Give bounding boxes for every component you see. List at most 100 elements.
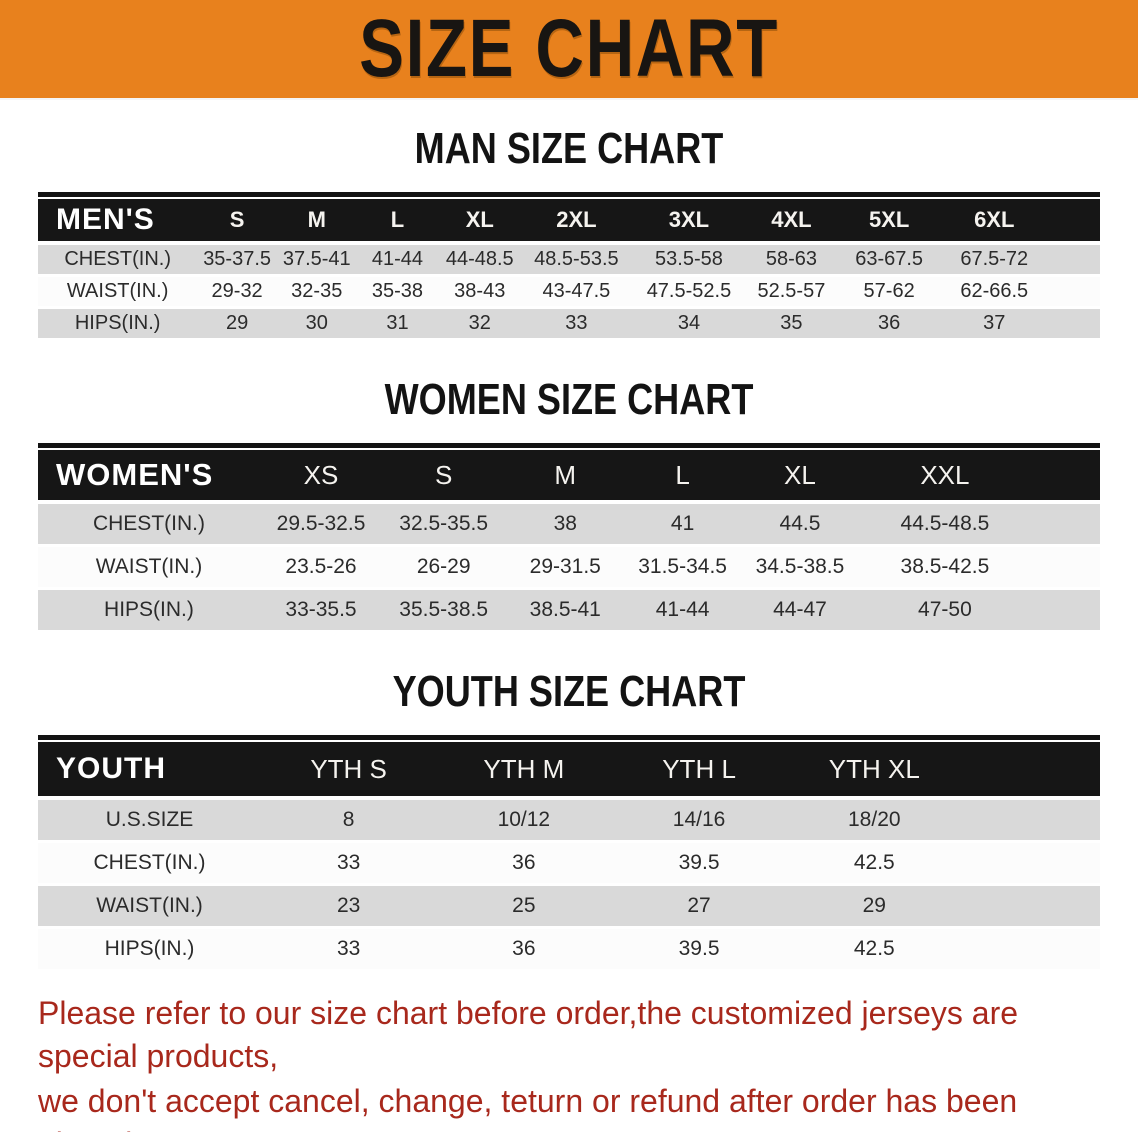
size-table-header-row: MEN'S S M L XL 2XL 3XL 4XL 5XL 6XL — [38, 197, 1100, 245]
row-filler-cell — [961, 800, 1100, 843]
size-column-header: YTH L — [611, 740, 787, 800]
measurement-value-cell: 38.5-41 — [505, 590, 626, 633]
measurement-row: HIPS(IN.) 33-35.5 35.5-38.5 38.5-41 41-44 44-… — [38, 590, 1100, 633]
header-filler-cell — [1046, 197, 1100, 245]
size-column-header: L — [356, 197, 439, 245]
measurement-value-cell: 35 — [746, 309, 837, 341]
measurement-value-cell: 34.5-38.5 — [739, 547, 860, 590]
measurement-value-cell: 63-67.5 — [836, 245, 942, 277]
measurement-value-cell: 53.5-58 — [631, 245, 747, 277]
disclaimer-line-2: we don't accept cancel, change, teturn o… — [38, 1082, 1018, 1132]
youth-size-table: YOUTH YTH S YTH M YTH L YTH XL U.S.SIZE 8 10/12… — [38, 735, 1100, 972]
measurement-value-cell: 29-32 — [197, 277, 277, 309]
women-section-heading: WOMEN SIZE CHART — [384, 375, 754, 424]
measurement-value-cell: 36 — [836, 309, 942, 341]
measurement-value-cell: 38-43 — [438, 277, 522, 309]
measurement-value-cell: 33 — [521, 309, 632, 341]
row-filler-cell — [961, 929, 1100, 972]
header-filler-cell — [1029, 448, 1100, 504]
measurement-value-cell: 44.5 — [739, 504, 860, 547]
size-column-header: XXL — [859, 448, 1030, 504]
size-column-header: L — [625, 448, 740, 504]
measurement-value-cell: 33-35.5 — [259, 590, 383, 633]
measurement-row: HIPS(IN.) 29 30 31 32 33 34 35 36 37 — [38, 309, 1100, 341]
size-column-header: XL — [739, 448, 860, 504]
measurement-value-cell: 26-29 — [382, 547, 506, 590]
size-column-header: 4XL — [746, 197, 837, 245]
size-column-header: YTH XL — [786, 740, 962, 800]
measurement-value-cell: 35.5-38.5 — [382, 590, 506, 633]
disclaimer-line-1: Please refer to our size chart before or… — [38, 995, 1019, 1074]
measurement-row-label: WAIST(IN.) — [38, 886, 262, 929]
measurement-value-cell: 35-37.5 — [197, 245, 277, 277]
youth-section-heading: YOUTH SIZE CHART — [392, 667, 746, 716]
measurement-value-cell: 44-48.5 — [438, 245, 522, 277]
size-column-header: 2XL — [521, 197, 632, 245]
size-column-header: YTH M — [436, 740, 612, 800]
measurement-value-cell: 29.5-32.5 — [259, 504, 383, 547]
measurement-row-label: WAIST(IN.) — [38, 277, 198, 309]
measurement-row: CHEST(IN.) 33 36 39.5 42.5 — [38, 843, 1100, 886]
table-corner-label: WOMEN'S — [38, 448, 260, 504]
measurement-value-cell: 32-35 — [276, 277, 357, 309]
row-filler-cell — [961, 843, 1100, 886]
measurement-value-cell: 32.5-35.5 — [382, 504, 506, 547]
row-filler-cell — [1046, 309, 1100, 341]
row-filler-cell — [1029, 504, 1100, 547]
measurement-value-cell: 37 — [941, 309, 1047, 341]
table-corner-label: YOUTH — [38, 740, 262, 800]
measurement-value-cell: 58-63 — [746, 245, 837, 277]
size-column-header: M — [505, 448, 626, 504]
measurement-value-cell: 41 — [625, 504, 740, 547]
measurement-value-cell: 34 — [631, 309, 747, 341]
measurement-value-cell: 14/16 — [611, 800, 787, 843]
measurement-value-cell: 27 — [611, 886, 787, 929]
measurement-row: HIPS(IN.) 33 36 39.5 42.5 — [38, 929, 1100, 972]
measurement-row: U.S.SIZE 8 10/12 14/16 18/20 — [38, 800, 1100, 843]
page-title: SIZE CHART — [359, 3, 779, 94]
measurement-value-cell: 35-38 — [356, 277, 439, 309]
measurement-row: WAIST(IN.) 23.5-26 26-29 29-31.5 31.5-34.5 34… — [38, 547, 1100, 590]
measurement-value-cell: 48.5-53.5 — [521, 245, 632, 277]
measurement-row-label: U.S.SIZE — [38, 800, 262, 843]
size-column-header: M — [276, 197, 357, 245]
row-filler-cell — [1029, 590, 1100, 633]
measurement-value-cell: 30 — [276, 309, 357, 341]
header-filler-cell — [961, 740, 1100, 800]
measurement-value-cell: 47-50 — [859, 590, 1030, 633]
men-section-heading: MAN SIZE CHART — [414, 124, 724, 173]
measurement-value-cell: 23 — [261, 886, 437, 929]
measurement-value-cell: 43-47.5 — [521, 277, 632, 309]
size-column-header: XS — [259, 448, 383, 504]
measurement-value-cell: 52.5-57 — [746, 277, 837, 309]
size-column-header: YTH S — [261, 740, 437, 800]
measurement-row: CHEST(IN.) 35-37.5 37.5-41 41-44 44-48.5 48.5… — [38, 245, 1100, 277]
measurement-value-cell: 39.5 — [611, 929, 787, 972]
measurement-value-cell: 42.5 — [786, 929, 962, 972]
measurement-row: CHEST(IN.) 29.5-32.5 32.5-35.5 38 41 44.5 44.5… — [38, 504, 1100, 547]
measurement-row-label: HIPS(IN.) — [38, 590, 260, 633]
measurement-value-cell: 41-44 — [356, 245, 439, 277]
measurement-value-cell: 47.5-52.5 — [631, 277, 747, 309]
size-column-header: S — [382, 448, 506, 504]
measurement-value-cell: 33 — [261, 929, 437, 972]
measurement-row: WAIST(IN.) 29-32 32-35 35-38 38-43 43-47.5 47.… — [38, 277, 1100, 309]
measurement-value-cell: 62-66.5 — [941, 277, 1047, 309]
row-filler-cell — [1029, 547, 1100, 590]
section-youth: YOUTH SIZE CHART YOUTH YTH S YTH M YTH L YTH… — [38, 667, 1100, 972]
measurement-value-cell: 42.5 — [786, 843, 962, 886]
measurement-row-label: HIPS(IN.) — [38, 929, 262, 972]
measurement-row-label: CHEST(IN.) — [38, 245, 198, 277]
measurement-value-cell: 25 — [436, 886, 612, 929]
measurement-row-label: HIPS(IN.) — [38, 309, 198, 341]
measurement-value-cell: 29-31.5 — [505, 547, 626, 590]
measurement-value-cell: 38 — [505, 504, 626, 547]
banner: SIZE CHART — [0, 0, 1138, 100]
measurement-value-cell: 32 — [438, 309, 522, 341]
section-men: MAN SIZE CHART MEN'S S M L XL 2XL 3XL 4XL 5XL 6XL… — [38, 124, 1100, 341]
measurement-value-cell: 44-47 — [739, 590, 860, 633]
measurement-value-cell: 18/20 — [786, 800, 962, 843]
measurement-value-cell: 57-62 — [836, 277, 942, 309]
women-size-table: WOMEN'S XS S M L XL XXL CHEST(IN.) 29.5-32.5 32.5… — [38, 443, 1100, 633]
measurement-value-cell: 41-44 — [625, 590, 740, 633]
